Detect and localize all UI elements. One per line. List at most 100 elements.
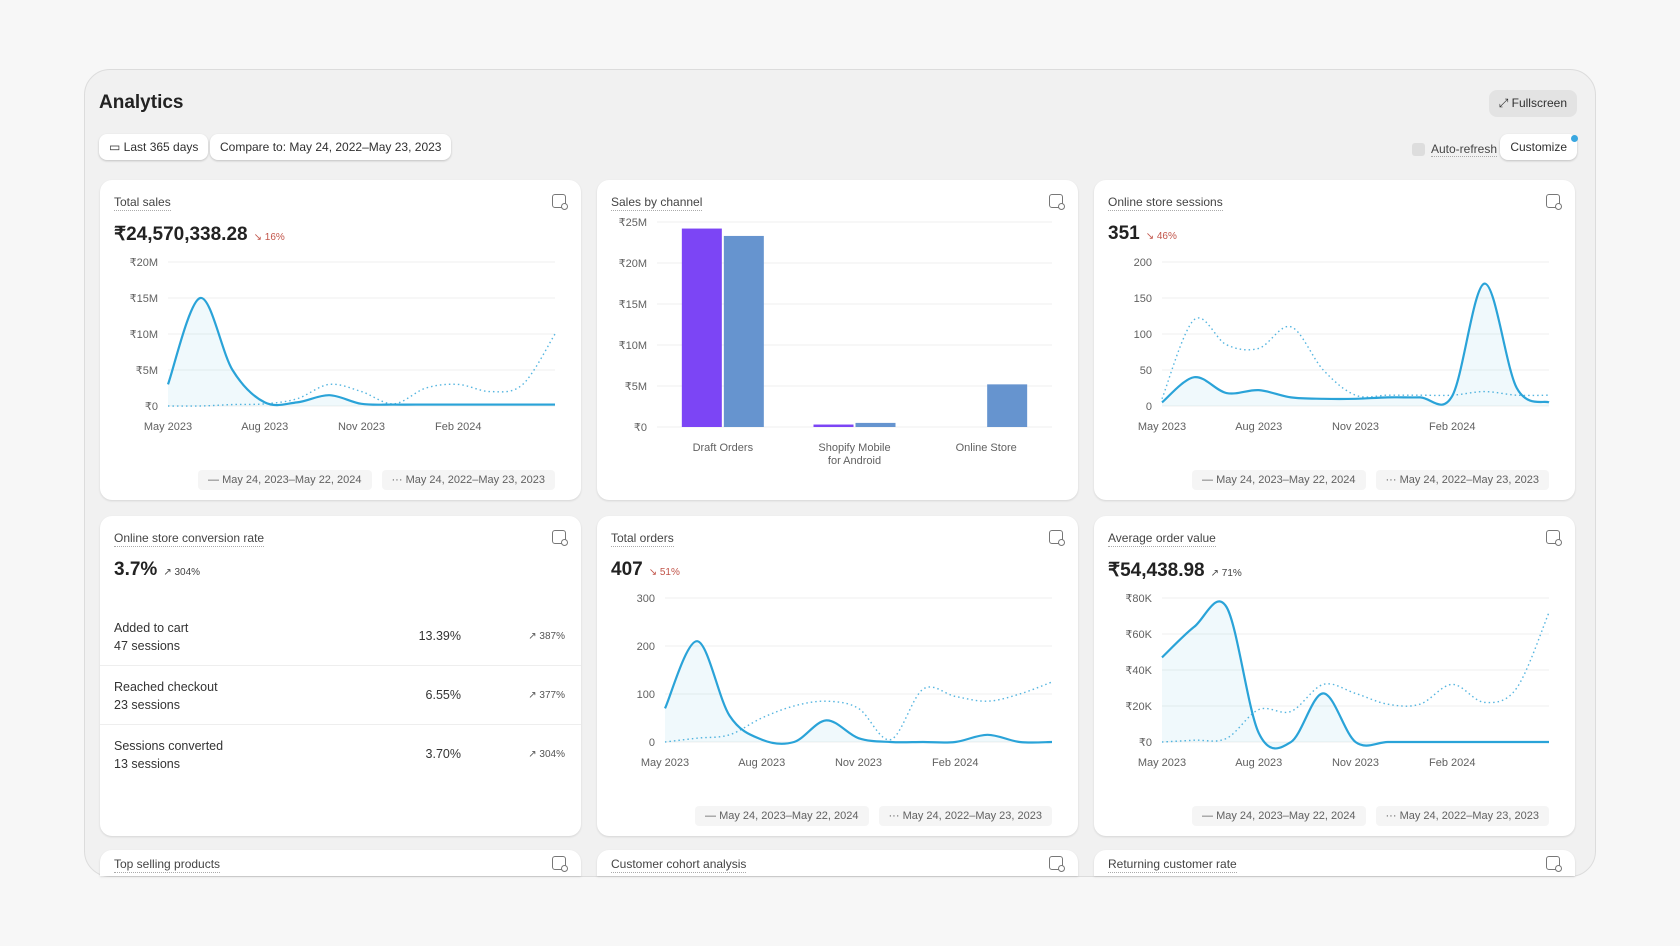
y-tick-label: ₹15M [619,299,647,311]
compare-button[interactable]: Compare to: May 24, 2022–May 23, 2023 [210,134,452,160]
x-tick-label: Feb 2024 [932,757,978,769]
explore-icon[interactable] [1546,856,1562,872]
card-cohort: Customer cohort analysis [597,850,1078,876]
metric-value: 3.7% [114,559,158,580]
bar [681,228,722,427]
x-tick-label: May 2023 [1138,757,1186,769]
legend-current[interactable]: — May 24, 2023–May 22, 2024 [1192,806,1366,826]
y-tick-label: ₹80K [1125,593,1152,605]
calendar-icon: ▭ [109,140,124,154]
card-aov: Average order value ₹54,438.98 ↗ 71% ₹0 ₹2… [1094,516,1575,836]
y-tick-label: ₹40K [1125,665,1152,677]
series-current-line [166,296,555,407]
card-title[interactable]: Customer cohort analysis [611,857,747,873]
explore-icon[interactable] [1546,194,1562,210]
card-title[interactable]: Online store sessions [1108,195,1223,211]
legend-current[interactable]: — May 24, 2023–May 22, 2024 [695,806,869,826]
legend-current[interactable]: — May 24, 2023–May 22, 2024 [1192,470,1366,490]
series-area [1162,283,1549,406]
card-title[interactable]: Total sales [114,195,171,211]
card-title[interactable]: Returning customer rate [1108,857,1237,873]
y-tick-label: 200 [1134,257,1152,269]
legend-previous[interactable]: ··· May 24, 2022–May 23, 2023 [1375,470,1549,490]
x-tick-label: for Android [828,455,881,467]
y-tick-label: 100 [1134,329,1152,341]
y-tick-label: ₹0 [1139,737,1152,749]
card-sales-by-channel: Sales by channel ₹0 ₹5M ₹10M ₹15M ₹20M ₹25M Dr… [597,180,1078,500]
customize-button[interactable]: Customize [1500,134,1577,160]
card-orders: Total orders 407 ↘ 51% 0 100 200 300 May 2023… [597,516,1078,836]
bar [813,424,854,427]
x-tick-label: May 2023 [641,757,689,769]
metric-change: ↘ 51% [648,567,680,578]
legend-previous[interactable]: ··· May 24, 2022–May 23, 2023 [381,470,555,490]
bar [723,235,764,427]
fullscreen-button[interactable]: ⤢ Fullscreen [1488,90,1577,117]
y-tick-label: 50 [1140,365,1152,377]
y-tick-label: 150 [1134,293,1152,305]
auto-refresh-checkbox[interactable] [1411,143,1425,156]
explore-icon[interactable] [552,530,568,546]
metric-change: ↗ 71% [1210,568,1242,579]
x-tick-label: Feb 2024 [1429,757,1475,769]
y-tick-label: ₹20K [1125,701,1152,713]
metric-value: ₹54,438.98 [1108,560,1205,581]
funnel-row: Added to cart 47 sessions 13.39% ↗ 387% [100,607,581,666]
card-returning: Returning customer rate [1094,850,1575,876]
series-current-line [663,640,1053,745]
card-conversion: Online store conversion rate 3.7% ↗ 304% … [100,516,581,836]
y-tick-label: ₹10M [130,329,158,341]
metric-change: ↘ 46% [1145,231,1177,242]
card-title[interactable]: Sales by channel [611,195,703,211]
y-tick-label: ₹0 [634,422,647,434]
bar-chart: ₹0 ₹5M ₹10M ₹15M ₹20M ₹25M Draft Orders Shopify… [619,217,1052,467]
y-tick-label: ₹20M [130,257,158,269]
x-tick-label: May 2023 [1138,421,1186,433]
explore-icon[interactable] [1049,194,1065,210]
y-tick-label: 0 [649,737,655,749]
y-tick-label: ₹60K [1125,629,1152,641]
explore-icon[interactable] [1049,856,1065,872]
legend-previous[interactable]: ··· May 24, 2022–May 23, 2023 [878,806,1052,826]
y-tick-label: 200 [637,641,655,653]
x-tick-label: Feb 2024 [1429,421,1475,433]
series-current-line [1161,600,1549,750]
y-tick-label: 0 [1146,401,1152,413]
y-tick-label: ₹15M [130,293,158,305]
metric-change: ↗ 304% [163,567,201,578]
series-previous-line [1161,317,1550,400]
x-tick-label: Nov 2023 [1332,421,1379,433]
x-tick-label: May 2023 [144,421,192,433]
auto-refresh-toggle[interactable]: Auto-refresh [1411,142,1497,157]
card-title[interactable]: Online store conversion rate [114,531,265,547]
metric-value: 407 [611,559,643,580]
y-tick-label: ₹20M [619,258,647,270]
bar [987,384,1028,427]
series-area [168,297,555,406]
card-sessions: Online store sessions 351 ↘ 46% 0 50 100 150… [1094,180,1575,500]
card-total-sales: Total sales ₹24,570,338.28 ↘ 16% ₹0 ₹5M ₹10… [100,180,581,500]
fullscreen-label: Fullscreen [1511,96,1567,110]
explore-icon[interactable] [1049,530,1065,546]
y-tick-label: ₹25M [619,217,647,229]
explore-icon[interactable] [552,194,568,210]
date-range-button[interactable]: ▭ Last 365 days [99,134,209,160]
explore-icon[interactable] [552,856,568,872]
x-tick-label: Online Store [956,442,1017,454]
line-chart: 0 50 100 150 200 May 2023 Aug 2023 Nov 2023 Feb … [1134,257,1550,433]
x-tick-label: Nov 2023 [1332,757,1379,769]
page-title: Analytics [99,92,184,113]
card-title[interactable]: Top selling products [114,857,221,873]
explore-icon[interactable] [1546,530,1562,546]
metric-value: ₹24,570,338.28 [114,224,248,245]
card-title[interactable]: Average order value [1108,531,1216,547]
funnel-row: Sessions converted 13 sessions 3.70% ↗ 304% [114,739,565,771]
legend-previous[interactable]: ··· May 24, 2022–May 23, 2023 [1375,806,1549,826]
x-tick-label: Draft Orders [693,442,754,454]
y-tick-label: ₹10M [619,340,647,352]
card-title[interactable]: Total orders [611,531,674,547]
y-tick-label: ₹5M [625,381,647,393]
series-area [1162,601,1549,749]
legend-current[interactable]: — May 24, 2023–May 22, 2024 [198,470,372,490]
series-current-line [1161,282,1550,406]
